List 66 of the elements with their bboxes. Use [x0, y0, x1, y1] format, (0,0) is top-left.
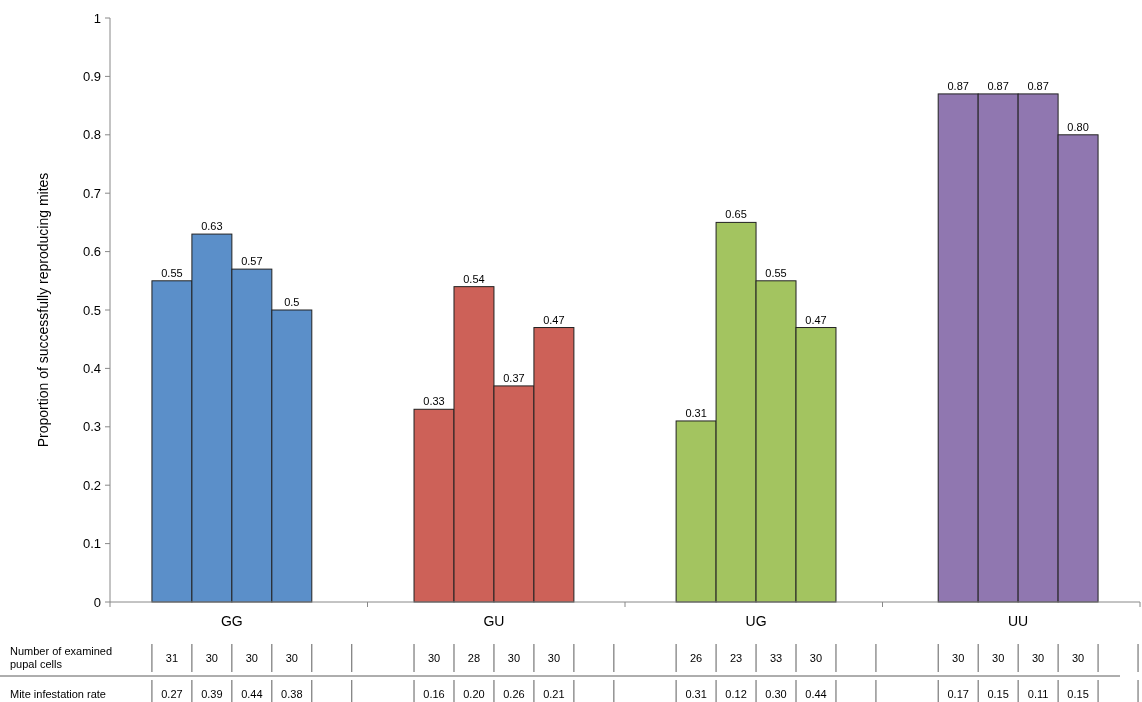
text: Mite infestation rate	[10, 687, 106, 700]
y-tick-label: 0.2	[82, 477, 101, 493]
y-axis-title: Proportion of successfully reproducing mites	[35, 172, 51, 448]
data-label: 0.87	[1027, 79, 1049, 92]
data-label: 0.63	[201, 220, 223, 233]
text: 0.27	[161, 687, 183, 700]
text: 31	[165, 651, 179, 664]
text: 0.44	[805, 687, 827, 700]
text: 30	[547, 651, 561, 664]
text: 0.15	[1067, 687, 1089, 700]
text: 30	[205, 651, 219, 664]
text: 0.31	[685, 687, 707, 700]
y-tick-label: 0.1	[82, 536, 101, 552]
text: 0.11	[1027, 687, 1049, 700]
text: 30	[507, 651, 521, 664]
text: 30	[427, 651, 441, 664]
text: 0.30	[765, 687, 787, 700]
data-label: 0.80	[1067, 120, 1089, 133]
text: 0.39	[201, 687, 223, 700]
text: 30	[1031, 651, 1045, 664]
data-label: 0.57	[241, 255, 263, 268]
text: 0.38	[281, 687, 303, 700]
text: 33	[769, 651, 783, 664]
data-label: 0.87	[947, 79, 969, 92]
data-label: 0.65	[725, 208, 747, 221]
y-tick-label: 0.8	[82, 127, 101, 143]
y-tick-label: 0.3	[82, 419, 101, 435]
text: 0.21	[543, 687, 565, 700]
x-tick-label: UU	[1008, 613, 1029, 629]
text: 0.16	[423, 687, 445, 700]
data-label: 0.47	[543, 313, 565, 326]
data-label: 0.47	[805, 313, 827, 326]
text: 30	[285, 651, 298, 664]
y-tick-label: 0.7	[82, 185, 101, 201]
text: 0.20	[463, 687, 485, 700]
y-tick-label: 0.4	[82, 360, 101, 376]
text: 0.44	[241, 687, 263, 700]
x-tick-label: UG	[745, 613, 767, 629]
y-tick-label: 0.9	[82, 68, 101, 84]
text: 26	[689, 651, 703, 664]
text: Number of examined pupal cells	[10, 645, 113, 671]
text: 28	[467, 651, 481, 664]
text: 30	[245, 651, 258, 664]
text: 30	[952, 651, 965, 664]
data-label: 0.31	[685, 406, 707, 419]
text: 0.26	[503, 687, 525, 700]
x-tick-label: GG	[220, 613, 243, 629]
data-label: 0.54	[463, 272, 485, 285]
data-label: 0.37	[503, 371, 525, 384]
text: 23	[729, 651, 743, 664]
data-label: 0.87	[987, 79, 1009, 92]
text: 0.15	[987, 687, 1009, 700]
y-tick-label: 0	[93, 594, 101, 610]
text: 30	[992, 651, 1005, 664]
text: 30	[809, 651, 823, 664]
data-label: 0.55	[161, 266, 183, 279]
data-label: 0.55	[765, 266, 787, 279]
x-tick-label: GU	[483, 613, 505, 629]
data-label: 0.33	[423, 395, 445, 408]
y-tick-label: 1	[93, 10, 101, 26]
text: 30	[1071, 651, 1085, 664]
data-label: 0.5	[284, 296, 300, 308]
y-tick-label: 0.6	[82, 244, 101, 260]
text: 0.12	[725, 687, 747, 700]
text: 0.17	[947, 687, 969, 700]
y-tick-label: 0.5	[82, 302, 101, 318]
